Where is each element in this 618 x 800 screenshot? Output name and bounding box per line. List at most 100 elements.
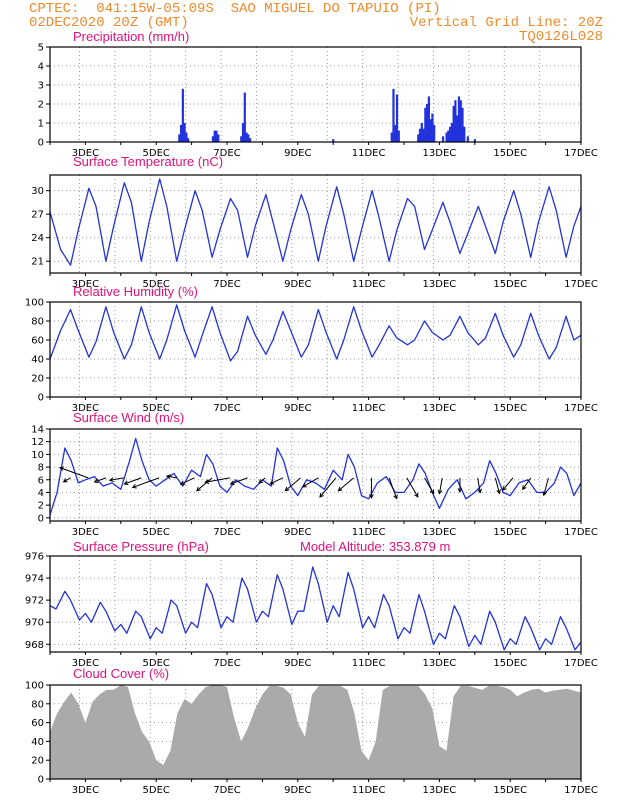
precip-bar	[447, 130, 450, 142]
x-tick-label: 9DEC	[284, 279, 311, 290]
x-tick-label: 17DEC	[564, 403, 598, 414]
x-tick-label: 11DEC	[352, 658, 386, 669]
y-tick-label: 976	[25, 552, 44, 563]
panel-title-precip: Precipitation (mm/h)	[73, 29, 189, 44]
rh-line	[49, 304, 582, 362]
x-tick-label: 5DEC	[143, 658, 170, 669]
wind-arrow	[424, 477, 434, 494]
x-tick-label: 17DEC	[564, 279, 598, 290]
x-tick-label: 7DEC	[213, 658, 240, 669]
wind-arrow	[406, 477, 419, 498]
wind-arrow-head	[108, 477, 114, 483]
precip-bar	[450, 123, 453, 142]
y-tick-label: 100	[25, 681, 44, 692]
x-tick-label: 7DEC	[213, 148, 240, 159]
x-tick-label: 17DEC	[564, 148, 598, 159]
y-tick-label: 21	[31, 257, 44, 268]
x-tick-label: 5DEC	[143, 403, 170, 414]
x-tick-label: 17DEC	[564, 785, 598, 796]
y-tick-label: 30	[31, 186, 44, 197]
y-tick-label: 14	[31, 425, 44, 436]
precip-bar	[463, 126, 466, 142]
wind-arrow	[438, 477, 443, 494]
wind-arrow-head	[496, 489, 501, 495]
wind-arrow	[124, 477, 142, 485]
precip-bar	[178, 134, 181, 142]
x-tick-label: 9DEC	[284, 527, 311, 538]
precip-bar	[181, 88, 184, 142]
x-tick-label: 17DEC	[564, 658, 598, 669]
wind-arrow	[180, 477, 195, 485]
wind-arrow-head	[393, 494, 398, 500]
precip-bar	[422, 128, 425, 142]
x-tick-label: 5DEC	[143, 279, 170, 290]
x-tick-label: 7DEC	[213, 785, 240, 796]
y-tick-label: 0	[38, 138, 44, 149]
wind-arrow	[94, 477, 107, 483]
precip-bar	[420, 123, 423, 142]
y-tick-label: 60	[31, 718, 44, 729]
panel-frame	[49, 301, 582, 398]
precip-bar	[417, 134, 420, 142]
precip-bar	[445, 132, 448, 142]
x-tick-label: 11DEC	[352, 148, 386, 159]
header-model: TQ0126L028	[518, 29, 603, 45]
x-tick-label: 13DEC	[423, 658, 457, 669]
panel-frame	[49, 174, 582, 274]
panel-pres	[46, 555, 582, 655]
x-tick-label: 11DEC	[352, 527, 386, 538]
wind-arrow	[205, 477, 230, 483]
y-tick-label: 972	[25, 596, 44, 607]
header-datetime: 02DEC2020 20Z (GMT)	[29, 15, 189, 31]
x-tick-label: 5DEC	[143, 527, 170, 538]
wind-arrow-head	[542, 491, 547, 497]
y-tick-label: 4	[38, 62, 44, 73]
x-tick-label: 13DEC	[423, 403, 457, 414]
wind-arrow	[196, 477, 213, 492]
x-tick-label: 15DEC	[493, 279, 527, 290]
wind-arrow	[59, 467, 89, 479]
precip-bar	[240, 136, 243, 142]
precip-bar	[452, 105, 455, 142]
panel-title-wind: Surface Wind (m/s)	[73, 410, 184, 425]
y-tick-label: 0	[38, 393, 44, 404]
wind-arrow	[494, 477, 500, 494]
precip-bar	[466, 136, 469, 142]
x-tick-label: 9DEC	[284, 785, 311, 796]
wind-arrow-head	[437, 489, 443, 495]
x-tick-label: 13DEC	[423, 785, 457, 796]
precip-bar	[424, 107, 427, 142]
y-tick-label: 974	[25, 574, 44, 585]
precip-bar	[459, 100, 462, 142]
header-station: CPTEC: 041:15W-05:09S SAO MIGUEL DO TAPU…	[29, 1, 441, 17]
y-tick-label: 40	[31, 355, 44, 366]
pres-line	[49, 566, 582, 651]
precip-bar	[213, 130, 216, 142]
precip-bar	[187, 138, 190, 142]
precip-bar	[429, 119, 432, 142]
precip-bar	[418, 128, 422, 142]
wind-arrow-head	[59, 466, 65, 471]
y-tick-label: 970	[25, 618, 44, 629]
x-tick-label: 3DEC	[72, 658, 99, 669]
wind-arrow-head	[229, 480, 235, 486]
y-tick-label: 2	[38, 100, 44, 111]
panel-wind	[46, 428, 582, 524]
precip-bar	[433, 124, 436, 142]
wind-arrow	[302, 477, 319, 488]
wind-arrow-head	[62, 478, 68, 483]
precip-bar	[245, 132, 248, 142]
y-tick-label: 4	[38, 488, 44, 499]
precip-bar	[397, 130, 400, 142]
wind-arrow-head	[477, 488, 482, 494]
x-tick-label: 3DEC	[72, 527, 99, 538]
panel-title-rh: Relative Humidity (%)	[73, 284, 198, 299]
wind-arrow	[319, 477, 337, 498]
precip-bar	[394, 124, 397, 142]
precip-bar	[461, 107, 464, 142]
panel-cloud	[46, 684, 582, 782]
y-tick-label: 24	[31, 233, 44, 244]
precip-bar	[243, 92, 246, 142]
wind-arrow-head	[204, 479, 210, 484]
wind-arrow-head	[457, 488, 463, 493]
